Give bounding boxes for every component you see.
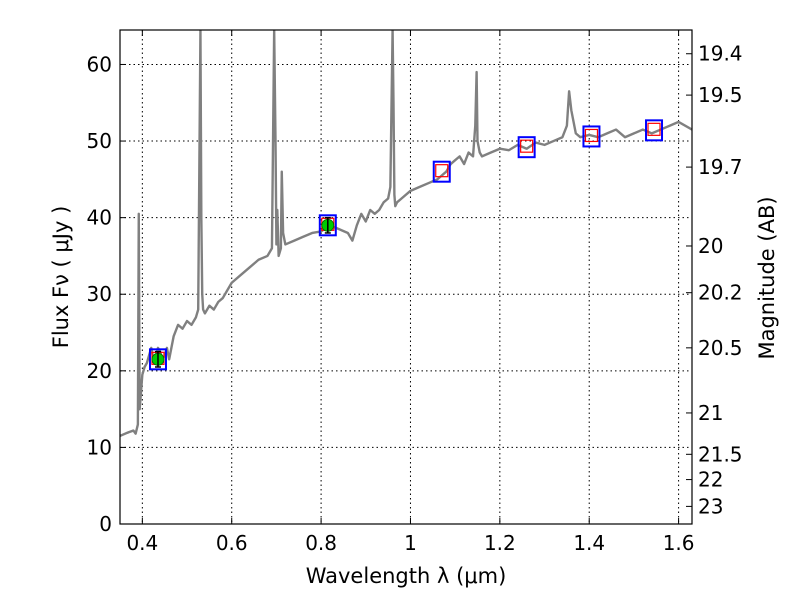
photometry-point <box>148 348 167 371</box>
right-tick-label: 21 <box>698 401 723 425</box>
model-marker <box>584 128 599 143</box>
right-tick-label: 20.5 <box>698 336 743 360</box>
y-tick-label: 10 <box>87 435 112 459</box>
photometry-point <box>645 119 664 142</box>
right-tick-label: 22 <box>698 468 723 492</box>
photometry-box <box>148 348 167 371</box>
y-tick-label: 50 <box>87 129 112 153</box>
y-tick-label: 20 <box>87 359 112 383</box>
y-tick-label: 40 <box>87 206 112 230</box>
grid-layer <box>120 30 692 525</box>
model-marker <box>520 139 534 153</box>
x-tick-label: 0.6 <box>216 531 248 555</box>
photometry-box <box>432 160 451 183</box>
photometry-box <box>645 119 664 142</box>
photometry-box <box>582 125 601 148</box>
photometry-point <box>517 136 536 159</box>
right-tick-label: 23 <box>698 494 723 518</box>
plot-frame <box>119 29 693 525</box>
y-tick-label: 60 <box>87 52 112 76</box>
right-tick-label: 20 <box>698 234 723 258</box>
photometry-box <box>517 136 536 159</box>
model-marker <box>647 122 661 136</box>
y-axis-title: Flux Fν ( μJy ) <box>49 206 73 349</box>
x-tick-label: 0.8 <box>305 531 337 555</box>
y-tick-label: 30 <box>87 282 112 306</box>
right-tick-label: 19.5 <box>698 83 743 107</box>
x-tick-label: 1.4 <box>573 531 605 555</box>
x-tick-label: 1.6 <box>663 531 695 555</box>
photometry-point <box>582 125 601 148</box>
x-axis-title: Wavelength λ (μm) <box>306 564 507 588</box>
right-tick-label: 21.5 <box>698 442 743 466</box>
right-tick-label: 19.7 <box>698 155 743 179</box>
y-tick-label: 0 <box>99 512 112 536</box>
tick-layer: 0.4 0.6 0.8 1 1.2 1.4 1.6 0 10 20 30 40 50 60 19.4 19.5… <box>87 30 743 555</box>
photometry-box <box>318 214 337 237</box>
right-axis-title: Magnitude (AB) <box>755 196 779 359</box>
photometry-point <box>432 160 451 183</box>
x-tick-label: 0.4 <box>126 531 158 555</box>
x-tick-label: 1.2 <box>484 531 516 555</box>
plot-area <box>120 30 692 438</box>
spectrum-line <box>120 30 692 438</box>
photometry-point <box>318 214 337 237</box>
x-tick-label: 1 <box>404 531 417 555</box>
right-tick-label: 19.4 <box>698 42 743 66</box>
right-tick-label: 20.2 <box>698 281 743 305</box>
model-marker <box>435 164 449 178</box>
